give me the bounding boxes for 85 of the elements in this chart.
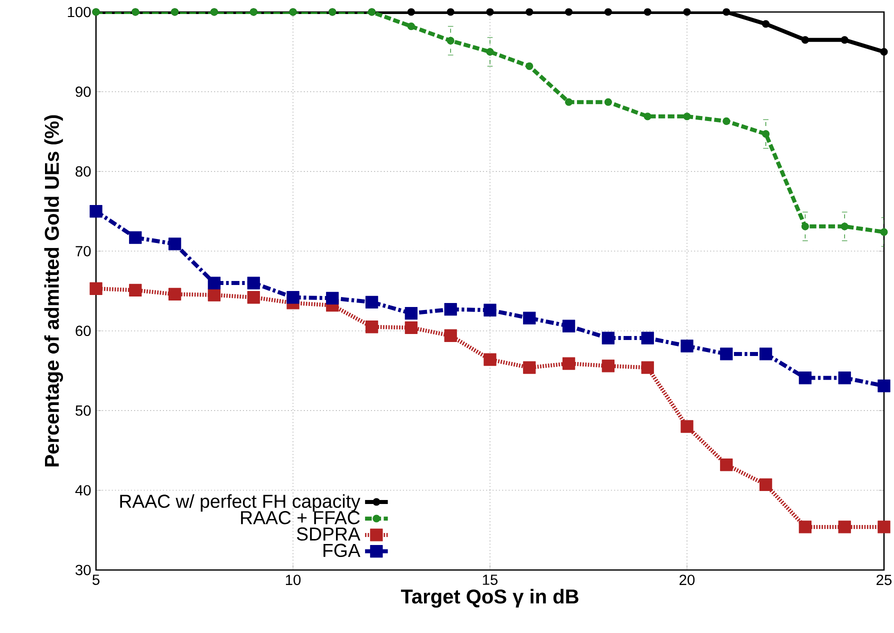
- legend-label: RAAC w/ perfect FH capacity: [120, 494, 360, 512]
- point: [365, 320, 378, 334]
- point: [486, 48, 494, 56]
- point: [526, 8, 534, 16]
- point: [683, 8, 691, 16]
- y-tick-label: 40: [75, 485, 91, 496]
- point: [759, 348, 772, 360]
- point: [484, 353, 496, 366]
- point: [486, 8, 494, 16]
- point: [404, 321, 418, 334]
- y-tick-label: 30: [76, 564, 91, 576]
- x-axis-title: Target QoS γ in dB: [400, 588, 578, 608]
- y-tick-label: 80: [76, 166, 91, 177]
- point: [90, 204, 102, 218]
- y-tick-label: 70: [76, 246, 91, 256]
- legend-label: SDPRA: [296, 527, 360, 541]
- x-tick-label: 15: [482, 574, 498, 585]
- point: [129, 231, 142, 244]
- point: [604, 98, 612, 106]
- point: [840, 222, 848, 230]
- point: [602, 332, 615, 344]
- point: [801, 222, 809, 230]
- point: [407, 8, 415, 16]
- point: [878, 380, 890, 392]
- point: [523, 312, 536, 324]
- point: [680, 420, 694, 433]
- point: [880, 228, 888, 236]
- point: [604, 8, 612, 16]
- point: [247, 291, 260, 304]
- y-axis-title: Percentage of admitted Gold UEs (%): [44, 115, 64, 466]
- point: [444, 303, 457, 316]
- point: [129, 284, 142, 297]
- point: [644, 112, 652, 120]
- point: [762, 130, 770, 138]
- point: [404, 306, 418, 320]
- point: [446, 36, 454, 44]
- x-tick-label: 20: [680, 574, 695, 586]
- point: [247, 276, 260, 290]
- point: [798, 372, 812, 384]
- point: [168, 288, 182, 301]
- point: [90, 282, 102, 295]
- point: [880, 48, 888, 56]
- y-tick-label: 50: [76, 405, 91, 416]
- point: [641, 361, 654, 374]
- point: [798, 520, 812, 534]
- point: [208, 288, 221, 302]
- point: [446, 8, 454, 16]
- y-tick-label: 90: [76, 86, 91, 97]
- point: [720, 348, 733, 360]
- point: [878, 520, 890, 534]
- point: [523, 361, 536, 374]
- point: [722, 8, 730, 16]
- point: [680, 340, 694, 352]
- point: [564, 98, 573, 106]
- point: [168, 238, 182, 250]
- x-tick-label: 5: [92, 574, 100, 585]
- y-tick-label: 100: [68, 6, 91, 18]
- x-tick-label: 25: [876, 574, 892, 586]
- point: [286, 291, 300, 304]
- point: [641, 332, 654, 344]
- point: [562, 320, 576, 332]
- point: [838, 372, 851, 384]
- point: [720, 458, 733, 472]
- point: [722, 117, 730, 126]
- point: [526, 62, 534, 70]
- point: [407, 22, 415, 30]
- point: [801, 36, 809, 44]
- point: [208, 276, 221, 290]
- point: [762, 20, 770, 28]
- legend-label: RAAC + FFAC: [241, 511, 360, 524]
- point: [484, 304, 496, 316]
- point: [602, 360, 615, 372]
- y-tick-label: 60: [76, 326, 91, 336]
- point: [365, 296, 378, 308]
- point: [644, 8, 652, 16]
- point: [840, 36, 848, 44]
- point: [326, 292, 339, 305]
- point: [564, 8, 573, 16]
- legend-label: FGA: [324, 544, 360, 558]
- point: [683, 112, 691, 120]
- point: [838, 520, 851, 534]
- x-tick-label: 10: [286, 574, 301, 586]
- point: [562, 357, 576, 370]
- point: [444, 329, 457, 342]
- point: [759, 478, 772, 492]
